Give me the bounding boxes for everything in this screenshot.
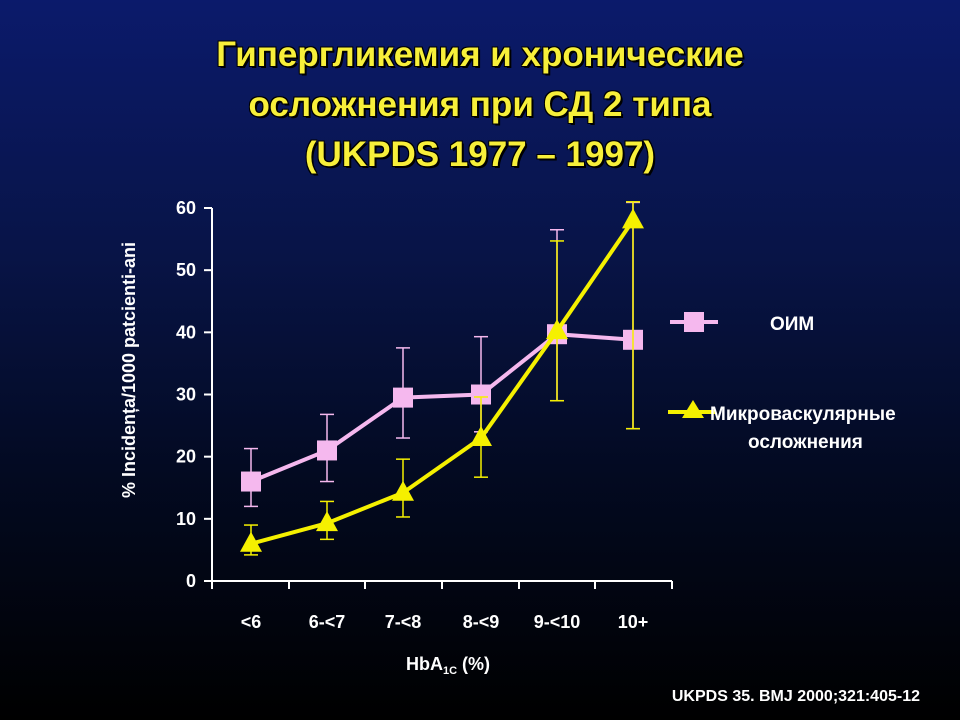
y-tick-label-3: 30 xyxy=(176,385,196,405)
legend-oim-label: ОИМ xyxy=(770,314,814,335)
source-citation: UKPDS 35. BMJ 2000;321:405-12 xyxy=(671,688,920,705)
x-tick-label-4: 9-<10 xyxy=(534,612,581,632)
point-micro-0 xyxy=(240,531,262,552)
x-axis-label-subscript: 1C xyxy=(443,665,457,677)
point-micro-5 xyxy=(622,208,644,229)
legend-micro-label-line1: Микроваскулярные xyxy=(710,404,896,425)
x-axis-label-main: HbA xyxy=(406,654,443,674)
y-tick-label-2: 20 xyxy=(176,447,196,467)
series-line-1 xyxy=(250,219,635,546)
slide-title: Гипергликемия и хронические осложнения п… xyxy=(0,30,960,180)
series-0 xyxy=(241,201,643,508)
title-line-2: осложнения при СД 2 типа xyxy=(248,85,712,124)
legend-micro-triangle-marker xyxy=(682,400,704,418)
y-tick-label-5: 50 xyxy=(176,260,196,280)
y-tick-label-4: 40 xyxy=(176,322,196,342)
title-line-1: Гипергликемия и хронические xyxy=(216,35,744,74)
point-micro-4 xyxy=(546,319,568,340)
x-tick-label-3: 8-<9 xyxy=(463,612,500,632)
x-axis-label-tail: (%) xyxy=(457,654,490,674)
point-micro-2 xyxy=(392,480,414,501)
point-oim-1 xyxy=(317,440,337,461)
x-tick-label-0: <6 xyxy=(241,612,262,632)
x-tick-label-1: 6-<7 xyxy=(309,612,346,632)
x-tick-label-2: 7-<8 xyxy=(385,612,422,632)
x-axis-label: HbA1C (%) xyxy=(406,654,490,677)
point-oim-2 xyxy=(393,387,413,408)
legend: ОИМ Микроваскулярные осложнения xyxy=(668,312,896,453)
legend-oim-square-marker xyxy=(684,312,704,332)
point-micro-3 xyxy=(470,426,492,447)
point-oim-0 xyxy=(241,471,261,492)
x-tick-label-5: 10+ xyxy=(618,612,649,632)
y-tick-label-0: 0 xyxy=(186,571,196,591)
title-line-3: (UKPDS 1977 – 1997) xyxy=(304,135,656,174)
y-tick-label-1: 10 xyxy=(176,509,196,529)
point-oim-3 xyxy=(471,384,491,405)
y-axis-label: % Incidența/1000 patcienti-ani xyxy=(119,242,139,498)
legend-micro-label-line2: осложнения xyxy=(748,432,863,453)
series-1 xyxy=(240,201,644,556)
y-axis-ticks: 0 10 20 30 40 50 60 xyxy=(176,198,212,591)
series-layer xyxy=(240,201,644,556)
y-tick-label-6: 60 xyxy=(176,198,196,218)
point-micro-1 xyxy=(316,511,338,532)
x-axis-ticks: <6 6-<7 7-<8 8-<9 9-<10 10+ xyxy=(211,581,673,632)
series-line-0 xyxy=(250,332,634,484)
